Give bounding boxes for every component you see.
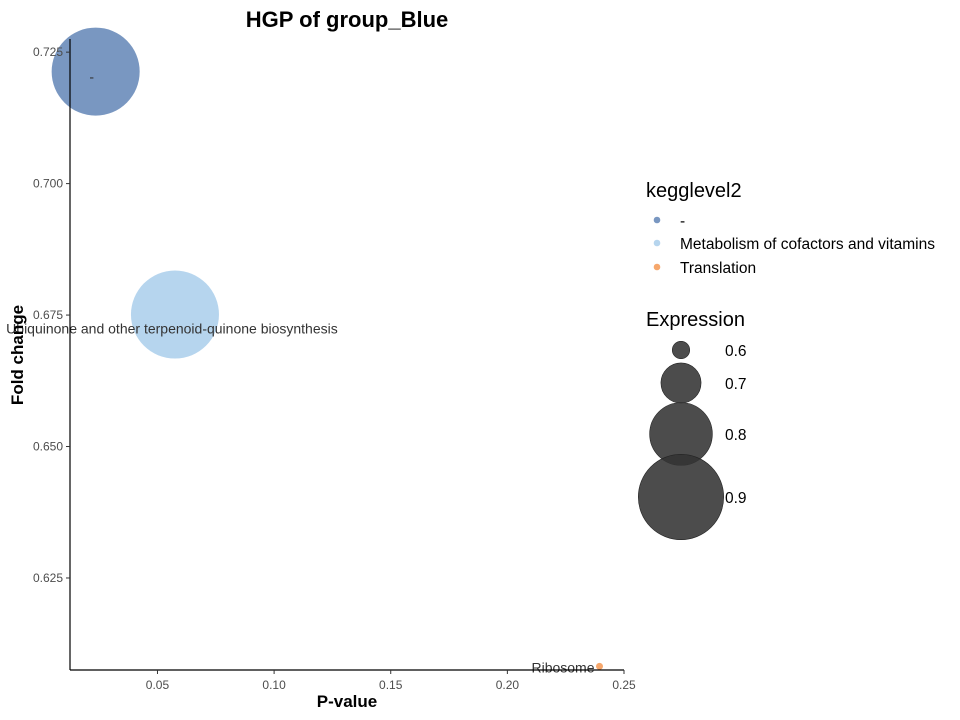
x-tick-label: 0.25 xyxy=(612,678,636,692)
legend: kegglevel2 Expression - Metabolism of cof… xyxy=(638,180,935,540)
legend-size-label: 0.9 xyxy=(725,490,747,507)
legend-color-label: Translation xyxy=(680,260,756,277)
legend-size-title: Expression xyxy=(646,309,745,331)
y-tick-label: 0.700 xyxy=(33,177,63,191)
legend-size-key xyxy=(638,454,724,540)
data-point xyxy=(51,27,140,116)
x-tick-label: 0.10 xyxy=(262,678,286,692)
legend-color-key xyxy=(653,216,661,224)
axes: 0.05 0.10 0.15 0.20 0.25 0.625 0.650 0.675 0.700… xyxy=(33,39,636,692)
legend-color-label: - xyxy=(680,213,685,230)
legend-size-label: 0.6 xyxy=(725,343,747,360)
plot-area: - Ubiquinone and other terpenoid-quinone … xyxy=(6,27,604,675)
legend-color-key xyxy=(653,239,661,247)
legend-color-label: Metabolism of cofactors and vitamins xyxy=(680,236,935,253)
legend-color-title: kegglevel2 xyxy=(646,180,742,202)
y-tick-label: 0.650 xyxy=(33,440,63,454)
legend-color-key xyxy=(653,263,661,271)
legend-size-label: 0.7 xyxy=(725,376,747,393)
x-tick-label: 0.05 xyxy=(146,678,170,692)
legend-size-label: 0.8 xyxy=(725,427,747,444)
data-point xyxy=(596,662,604,670)
y-axis-title: Fold change xyxy=(8,305,27,405)
x-tick-label: 0.20 xyxy=(496,678,520,692)
x-axis-title: P-value xyxy=(317,692,377,711)
data-point-label: Ribosome xyxy=(531,659,594,675)
data-point-label: Ubiquinone and other terpenoid-quinone b… xyxy=(6,321,338,337)
data-point-label: - xyxy=(89,69,94,85)
chart-title: HGP of group_Blue xyxy=(246,7,449,32)
data-point xyxy=(130,270,219,359)
y-tick-label: 0.675 xyxy=(33,308,63,322)
legend-size-key xyxy=(660,362,702,404)
x-tick-label: 0.15 xyxy=(379,678,403,692)
legend-size-key xyxy=(671,340,691,360)
y-tick-label: 0.625 xyxy=(33,571,63,585)
y-tick-label: 0.725 xyxy=(33,45,63,59)
